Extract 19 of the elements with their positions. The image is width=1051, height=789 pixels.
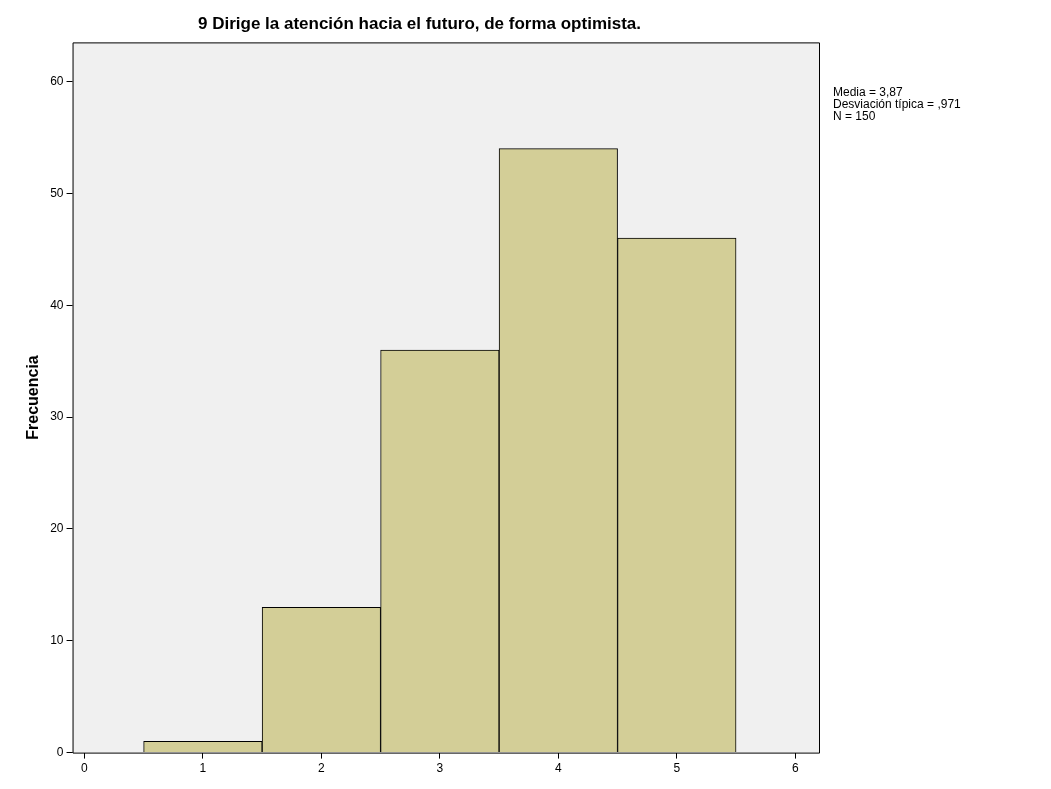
text: N = 150 (833, 108, 876, 123)
y-tick-label: 20 (50, 521, 64, 536)
y-tick-label: 0 (56, 744, 64, 759)
y-axis-title: Frecuencia (24, 355, 42, 440)
text: Desviación típica = ,971 (833, 96, 962, 111)
y-tick-label: 10 (50, 633, 64, 648)
y-tick-label: 40 (50, 297, 64, 312)
x-tick-label: 4 (554, 761, 562, 776)
x-tick-label: 2 (318, 761, 326, 776)
y-tick-label: 30 (50, 409, 64, 424)
x-tick-label: 1 (199, 761, 207, 776)
y-tick-label: 50 (50, 185, 64, 200)
chart-title: 9 Dirige la atención hacia el futuro, de forma optimista. (197, 13, 642, 33)
x-tick-label: 0 (81, 761, 89, 776)
x-tick-label: 5 (673, 761, 681, 776)
x-tick-label: 3 (436, 761, 444, 776)
text: Media = 3,87 (833, 84, 904, 99)
y-tick-label: 60 (50, 73, 64, 88)
x-tick-label: 6 (791, 761, 799, 776)
